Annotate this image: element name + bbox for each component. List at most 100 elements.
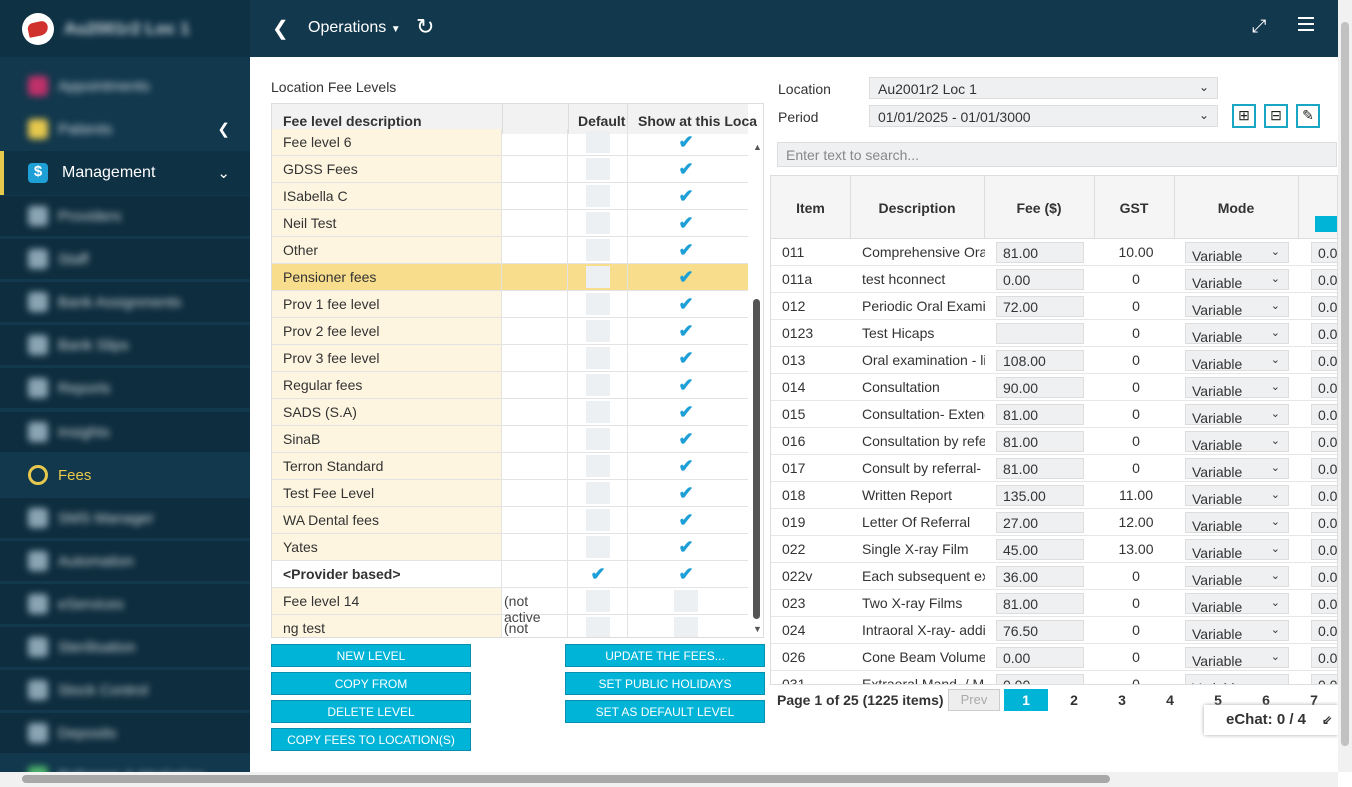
fee-input[interactable]: 81.00 bbox=[996, 431, 1084, 452]
mode-select[interactable]: Variable ⌄ bbox=[1185, 242, 1289, 264]
refresh-icon[interactable]: ↻ bbox=[416, 14, 435, 39]
fee-level-row[interactable]: WA Dental fees ✔ bbox=[272, 507, 748, 534]
mode-select[interactable]: Variable ⌄ bbox=[1185, 377, 1289, 399]
default-checkbox[interactable]: ✔ bbox=[586, 563, 610, 585]
mode-select[interactable]: Variable ⌄ bbox=[1185, 323, 1289, 345]
fee-item-row[interactable]: 011a test hconnect 0.00 0 Variable ⌄ 0.0 bbox=[771, 266, 1337, 293]
fee-item-row[interactable]: 011 Comprehensive Ora 81.00 10.00 Variable ⌄ 0… bbox=[771, 239, 1337, 266]
fee-level-row[interactable]: GDSS Fees ✔ bbox=[272, 156, 748, 183]
default-checkbox[interactable] bbox=[586, 617, 610, 637]
delete-level-button[interactable]: DELETE LEVEL bbox=[271, 700, 471, 723]
fee-level-row[interactable]: ng test(not active bbox=[272, 615, 748, 637]
extra-value-input[interactable]: 0.0 bbox=[1311, 512, 1337, 533]
fee-level-row[interactable]: Pensioner fees ✔ bbox=[272, 264, 748, 291]
extra-value-input[interactable]: 0.0 bbox=[1311, 296, 1337, 317]
mode-select[interactable]: Variable ⌄ bbox=[1185, 269, 1289, 291]
column-action-tag[interactable] bbox=[1315, 216, 1337, 232]
operations-dropdown[interactable]: Operations ▼ bbox=[308, 19, 401, 37]
sidebar-item-deposits[interactable]: Deposits bbox=[0, 713, 250, 753]
extra-value-input[interactable]: 0.0 bbox=[1311, 566, 1337, 587]
fee-input[interactable]: 36.00 bbox=[996, 566, 1084, 587]
col-default[interactable]: Default bbox=[578, 113, 626, 129]
sidebar-item-bank-assignments[interactable]: Bank Assignments bbox=[0, 282, 250, 322]
mode-select[interactable]: Variable ⌄ bbox=[1185, 485, 1289, 507]
extra-value-input[interactable]: 0.0 bbox=[1311, 539, 1337, 560]
default-checkbox[interactable] bbox=[586, 401, 610, 423]
extra-value-input[interactable]: 0.0 bbox=[1311, 620, 1337, 641]
fee-input[interactable]: 108.00 bbox=[996, 350, 1084, 371]
extra-value-input[interactable]: 0.0 bbox=[1311, 458, 1337, 479]
fee-item-row[interactable]: 013 Oral examination - li 108.00 0 Variable ⌄… bbox=[771, 347, 1337, 374]
fee-item-row[interactable]: 022v Each subsequent ex 36.00 0 Variable ⌄ 0.0 bbox=[771, 563, 1337, 590]
app-logo[interactable] bbox=[22, 12, 54, 45]
fee-input[interactable]: 72.00 bbox=[996, 296, 1084, 317]
fee-item-row[interactable]: 012 Periodic Oral Exami 72.00 0 Variable ⌄ 0.0 bbox=[771, 293, 1337, 320]
sidebar-item-insights[interactable]: Insights bbox=[0, 412, 250, 452]
set-public-holidays-button[interactable]: SET PUBLIC HOLIDAYS bbox=[565, 672, 765, 695]
fee-input[interactable]: 0.00 bbox=[996, 674, 1084, 684]
fee-input[interactable] bbox=[996, 323, 1084, 344]
show-at-location-checkbox[interactable]: ✔ bbox=[674, 158, 698, 180]
page-button[interactable]: 6 bbox=[1262, 692, 1270, 708]
extra-value-input[interactable]: 0.0 bbox=[1311, 404, 1337, 425]
fee-item-row[interactable]: 022 Single X-ray Film 45.00 13.00 Variable ⌄ 0… bbox=[771, 536, 1337, 563]
default-checkbox[interactable] bbox=[586, 455, 610, 477]
col-mode[interactable]: Mode bbox=[1217, 200, 1255, 216]
mode-select[interactable]: Variable ⌄ bbox=[1185, 593, 1289, 615]
fee-level-row[interactable]: Prov 1 fee level ✔ bbox=[272, 291, 748, 318]
fee-input[interactable]: 27.00 bbox=[996, 512, 1084, 533]
fee-input[interactable]: 81.00 bbox=[996, 458, 1084, 479]
sidebar-item-automation[interactable]: Automation bbox=[0, 541, 250, 581]
page-button[interactable]: 1 bbox=[1004, 689, 1048, 711]
resize-icon[interactable]: ⇙ bbox=[1321, 713, 1332, 727]
sidebar-item-eservices[interactable]: eServices bbox=[0, 584, 250, 624]
scroll-thumb[interactable] bbox=[1341, 22, 1349, 746]
fee-input[interactable]: 135.00 bbox=[996, 485, 1084, 506]
copy-from-button[interactable]: COPY FROM bbox=[271, 672, 471, 695]
set-default-level-button[interactable]: SET AS DEFAULT LEVEL bbox=[565, 700, 765, 723]
show-at-location-checkbox[interactable]: ✔ bbox=[674, 131, 698, 153]
fee-level-row[interactable]: Other ✔ bbox=[272, 237, 748, 264]
fee-level-row[interactable]: Yates ✔ bbox=[272, 534, 748, 561]
fee-input[interactable]: 0.00 bbox=[996, 269, 1084, 290]
extra-value-input[interactable]: 0.0 bbox=[1311, 323, 1337, 344]
show-at-location-checkbox[interactable]: ✔ bbox=[674, 536, 698, 558]
show-at-location-checkbox[interactable]: ✔ bbox=[674, 428, 698, 450]
remove-period-button[interactable]: ⊟ bbox=[1264, 104, 1288, 128]
scroll-thumb[interactable] bbox=[753, 299, 760, 619]
hamburger-menu-icon[interactable] bbox=[1298, 17, 1314, 31]
mode-select[interactable]: Variable ⌄ bbox=[1185, 566, 1289, 588]
extra-value-input[interactable]: 0.0 bbox=[1311, 242, 1337, 263]
sidebar-item-referrers-marketing[interactable]: Referrers & Marketing bbox=[0, 756, 250, 772]
mode-select[interactable]: Variable ⌄ bbox=[1185, 458, 1289, 480]
default-checkbox[interactable] bbox=[586, 185, 610, 207]
extra-value-input[interactable]: 0.0 bbox=[1311, 431, 1337, 452]
fee-input[interactable]: 81.00 bbox=[996, 404, 1084, 425]
fee-input[interactable]: 76.50 bbox=[996, 620, 1084, 641]
fee-level-row[interactable]: Fee level 6 ✔ bbox=[272, 129, 748, 156]
fee-level-row[interactable]: Terron Standard ✔ bbox=[272, 453, 748, 480]
expand-icon[interactable]: ⤢ bbox=[1252, 16, 1267, 36]
col-description[interactable]: Description bbox=[878, 200, 956, 216]
fee-level-row[interactable]: <Provider based> ✔ ✔ bbox=[272, 561, 748, 588]
page-button[interactable]: 2 bbox=[1070, 692, 1078, 708]
extra-value-input[interactable]: 0.0 bbox=[1311, 593, 1337, 614]
page-button[interactable]: 5 bbox=[1214, 692, 1222, 708]
page-horizontal-scrollbar[interactable] bbox=[0, 772, 1338, 787]
edit-period-button[interactable]: ✎ bbox=[1296, 104, 1320, 128]
update-fees-button[interactable]: UPDATE THE FEES... bbox=[565, 644, 765, 667]
show-at-location-checkbox[interactable]: ✔ bbox=[674, 509, 698, 531]
show-at-location-checkbox[interactable]: ✔ bbox=[674, 563, 698, 585]
extra-value-input[interactable]: 0.0 bbox=[1311, 269, 1337, 290]
show-at-location-checkbox[interactable]: ✔ bbox=[674, 293, 698, 315]
fee-input[interactable]: 90.00 bbox=[996, 377, 1084, 398]
fee-level-row[interactable]: SADS (S.A) ✔ bbox=[272, 399, 748, 426]
default-checkbox[interactable] bbox=[586, 293, 610, 315]
default-checkbox[interactable] bbox=[586, 158, 610, 180]
echat-widget[interactable]: eChat: 0 / 4 ⇙ bbox=[1204, 705, 1338, 735]
fee-level-row[interactable]: ISabella C ✔ bbox=[272, 183, 748, 210]
page-button[interactable]: 7 bbox=[1310, 692, 1318, 708]
col-gst[interactable]: GST bbox=[1119, 200, 1149, 216]
extra-value-input[interactable]: 0.0 bbox=[1311, 350, 1337, 371]
mode-select[interactable]: Variable ⌄ bbox=[1185, 647, 1289, 669]
